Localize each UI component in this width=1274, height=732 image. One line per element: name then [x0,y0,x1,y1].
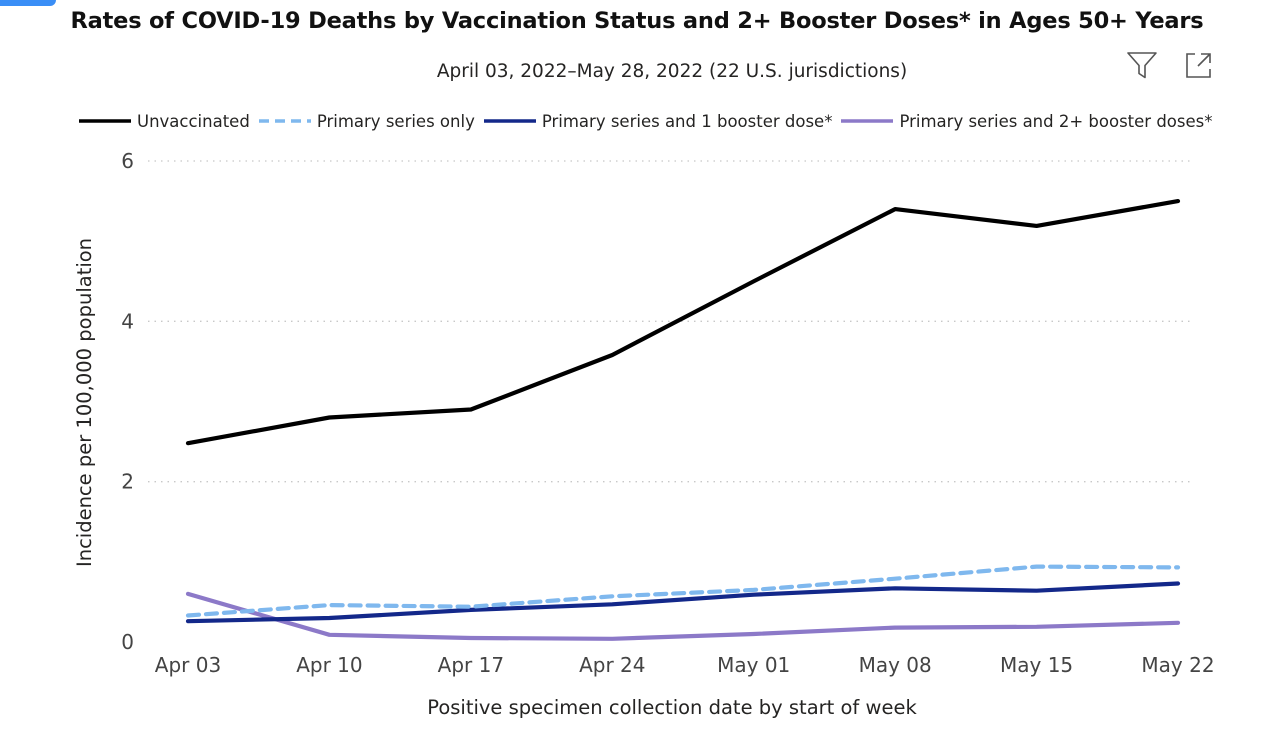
series-primary-series-only [184,563,1182,620]
data-point[interactable] [891,205,899,213]
chart-legend: Unvaccinated Primary series only Primary s… [78,108,1221,134]
data-point[interactable] [1174,619,1182,627]
data-point[interactable] [184,590,192,598]
data-point[interactable] [467,634,475,642]
x-tick-label: May 22 [1141,653,1214,677]
legend-item-primary-series-and-2-booster-doses[interactable]: Primary series and 2+ booster doses* [840,111,1213,131]
focus-mode-icon [1186,53,1211,78]
y-tick-label: 2 [121,470,134,494]
data-point[interactable] [325,414,333,422]
data-point[interactable] [608,635,616,643]
series-unvaccinated [184,197,1182,447]
data-point[interactable] [184,439,192,447]
filter-button[interactable] [1124,48,1160,82]
legend-item-primary-series-and-1-booster-dose[interactable]: Primary series and 1 booster dose* [483,111,833,131]
legend-label: Primary series only [316,111,475,131]
y-axis-title: Incidence per 100,000 population [73,238,96,567]
x-axis-title: Positive specimen collection date by sta… [427,696,917,719]
data-point[interactable] [891,624,899,632]
data-point[interactable] [608,351,616,359]
data-point[interactable] [467,406,475,414]
legend-swatch [841,119,894,123]
chart-title: Rates of COVID-19 Deaths by Vaccination … [70,8,1204,34]
series-line-primary-series-and-1-booster-dose[interactable] [185,581,1181,624]
y-tick-label: 6 [121,149,134,173]
visual-selection-tab [0,0,56,6]
x-tick-label: Apr 10 [296,653,362,677]
series-line-primary-series-and-2-booster-doses[interactable] [185,591,1181,641]
data-point[interactable] [467,603,475,611]
data-point[interactable] [325,601,333,609]
legend-item-primary-series-only[interactable]: Primary series only [258,112,475,131]
chart-subtitle: April 03, 2022–May 28, 2022 (22 U.S. jur… [436,61,908,82]
y-tick-label: 0 [121,630,134,654]
data-point[interactable] [1174,579,1182,587]
x-tick-label: Apr 17 [438,653,504,677]
data-point[interactable] [1033,623,1041,631]
data-point[interactable] [1033,222,1041,230]
data-point[interactable] [891,575,899,583]
data-point[interactable] [1033,563,1041,571]
x-tick-label: Apr 03 [155,653,221,677]
filter-icon [1127,52,1157,79]
legend-swatch [483,119,536,123]
data-point[interactable] [184,612,192,620]
focus-mode-button[interactable] [1181,48,1217,82]
legend-item-unvaccinated[interactable]: Unvaccinated [78,112,250,131]
data-point[interactable] [608,600,616,608]
data-point[interactable] [891,584,899,592]
data-point[interactable] [750,630,758,638]
x-tick-label: Apr 24 [579,653,645,677]
legend-swatch [79,119,131,123]
x-tick-label: May 01 [717,653,790,677]
series-primary-series-and-2-booster-doses [184,590,1182,643]
series-primary-series-and-1-booster-dose [185,579,1182,624]
data-point[interactable] [325,614,333,622]
x-tick-label: May 08 [859,653,932,677]
y-tick-label: 4 [121,309,134,333]
data-point[interactable] [750,586,758,594]
legend-label: Primary series and 2+ booster doses* [899,111,1213,131]
data-point[interactable] [325,631,333,639]
data-point[interactable] [608,592,616,600]
series-line-primary-series-only[interactable] [185,564,1181,618]
legend-swatch [258,119,311,123]
data-point[interactable] [1033,587,1041,595]
data-point[interactable] [1174,563,1182,571]
legend-label: Primary series and 1 booster dose* [541,111,833,131]
series-line-unvaccinated[interactable] [185,199,1181,446]
x-tick-label: May 15 [1000,653,1073,677]
data-point[interactable] [1174,197,1182,205]
legend-label: Unvaccinated [137,111,250,131]
data-point[interactable] [750,277,758,285]
